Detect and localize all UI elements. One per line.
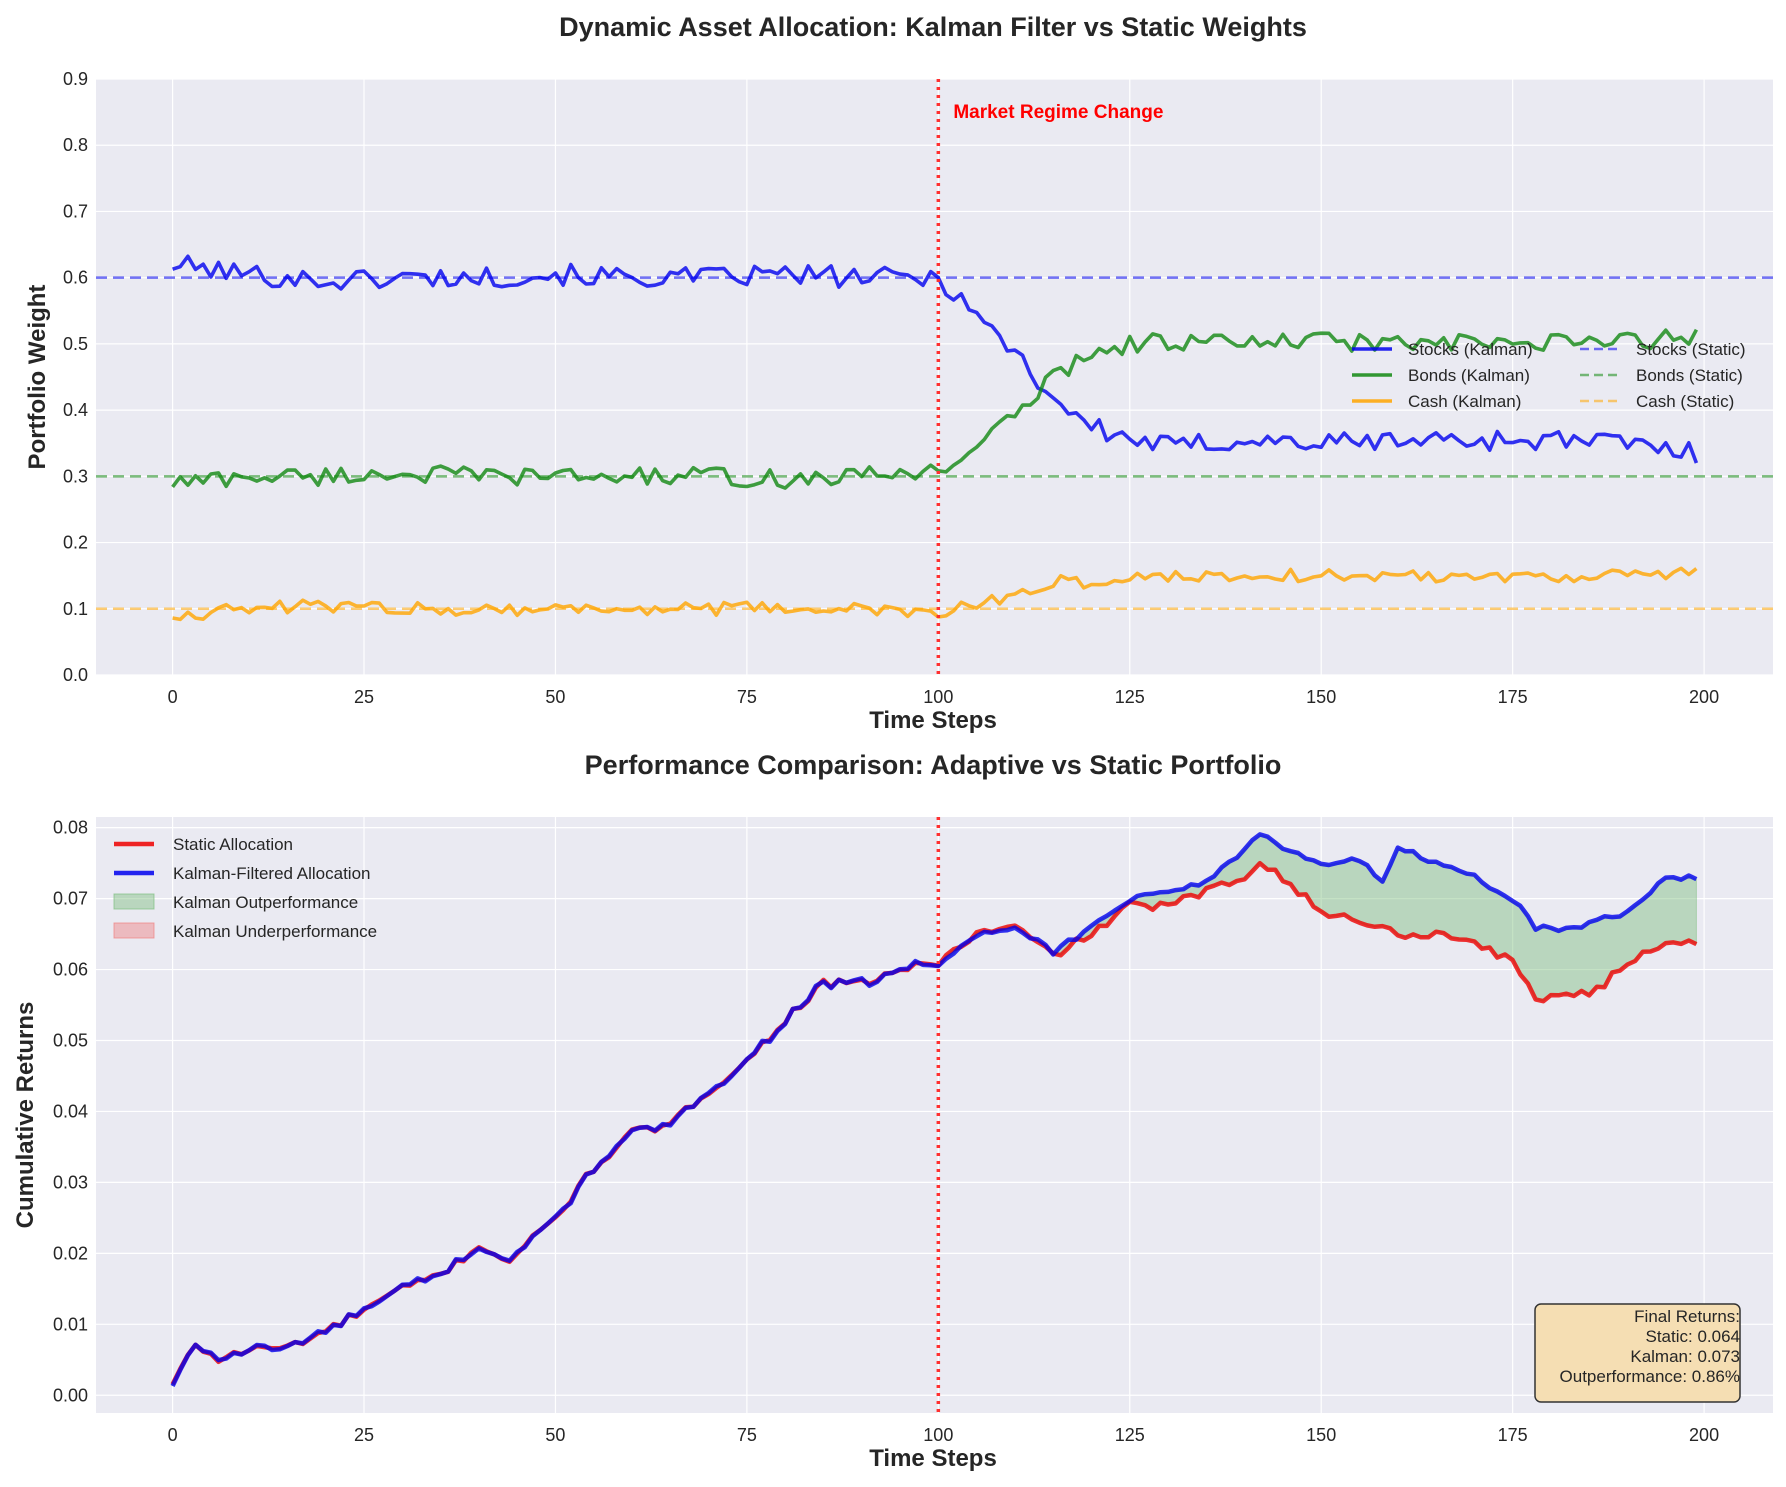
y-tick-label: 0.5 [63,334,88,354]
y-tick-label: 0.01 [53,1314,88,1334]
legend-swatch [113,893,155,910]
y-tick-label: 0.05 [53,1031,88,1051]
bottom-y-axis-label: Cumulative Returns [12,1002,39,1229]
y-tick-label: 0.07 [53,889,88,909]
legend-label: Kalman Underperformance [173,922,377,941]
regime-change-annotation: Market Regime Change [953,102,1163,123]
kalman-weight-line [172,566,1698,622]
kalman-weight-line [172,254,1699,464]
y-tick-label: 0.7 [63,201,88,221]
top-x-axis-label: Time Steps [869,707,997,734]
bottom-grid [96,817,1773,1413]
y-tick-label: 0.9 [63,69,88,89]
y-tick-label: 0.3 [63,466,88,486]
x-tick-label: 50 [545,1425,565,1445]
legend-label: Kalman-Filtered Allocation [173,864,370,883]
x-tick-label: 75 [737,687,757,707]
y-tick-label: 0.6 [63,268,88,288]
y-tick-label: 0.08 [53,818,88,838]
legend-label: Static Allocation [173,835,293,854]
y-tick-label: 0.04 [53,1101,88,1121]
bottom-y-ticks: 0.00 0.01 0.02 0.03 0.04 0.05 0.06 0.07 0.08 [53,818,88,1406]
y-tick-label: 0.06 [53,960,88,980]
y-tick-label: 0.03 [53,1172,88,1192]
legend-label: Stocks (Kalman) [1408,340,1533,359]
y-tick-label: 0.8 [63,135,88,155]
top-kalman-series [171,254,1699,622]
legend-label: Bonds (Kalman) [1408,366,1530,385]
legend-label: Kalman Outperformance [173,893,358,912]
bottom-x-ticks: 0 25 50 75 100 125 150 175 200 [168,1425,1720,1445]
stats-outperformance: Outperformance: 0.86% [1560,1367,1740,1386]
legend-label: Stocks (Static) [1636,340,1746,359]
stats-kalman: Kalman: 0.073 [1630,1347,1740,1366]
kalman-weight-line [171,328,1698,490]
x-tick-label: 100 [923,687,953,707]
bottom-plot-area [96,817,1773,1413]
x-tick-label: 25 [354,1425,374,1445]
bottom-legend: Static Allocation Kalman-Filtered Allocat… [113,835,377,941]
x-tick-label: 150 [1306,687,1336,707]
y-tick-label: 0.02 [53,1243,88,1263]
stats-static: Static: 0.064 [1645,1327,1740,1346]
top-x-ticks: 0 25 50 75 100 125 150 175 200 [168,687,1720,707]
x-tick-label: 200 [1689,1425,1719,1445]
stats-title: Final Returns: [1634,1307,1740,1326]
top-static-lines [96,276,1773,611]
y-tick-label: 0.1 [63,599,88,619]
bottom-chart-title: Performance Comparison: Adaptive vs Stat… [585,750,1282,780]
x-tick-label: 125 [1115,1425,1145,1445]
x-tick-label: 50 [545,687,565,707]
kalman-allocation-line [170,832,1698,1387]
final-returns-box: Final Returns: Static: 0.064 Kalman: 0.0… [1534,1303,1741,1403]
y-tick-label: 0.0 [63,665,88,685]
top-y-axis-label: Portfolio Weight [24,285,51,470]
x-tick-label: 25 [354,687,374,707]
final-returns-box-frame [1534,1303,1741,1403]
y-tick-label: 0.4 [63,400,88,420]
top-legend: Stocks (Kalman) Bonds (Kalman) Cash (Kalma… [1352,340,1746,411]
x-tick-label: 200 [1689,687,1719,707]
legend-label: Bonds (Static) [1636,366,1743,385]
x-tick-label: 175 [1498,1425,1528,1445]
x-tick-label: 100 [923,1425,953,1445]
x-tick-label: 75 [737,1425,757,1445]
x-tick-label: 175 [1498,687,1528,707]
legend-label: Cash (Static) [1636,392,1734,411]
legend-swatch [113,922,155,939]
top-y-ticks: 0.0 0.1 0.2 0.3 0.4 0.5 0.6 0.7 0.8 0.9 [63,69,88,685]
bottom-x-axis-label: Time Steps [869,1445,997,1472]
legend-label: Cash (Kalman) [1408,392,1521,411]
y-tick-label: 0.2 [63,533,88,553]
bottom-series [170,832,1698,1387]
top-chart-title: Dynamic Asset Allocation: Kalman Filter … [559,12,1307,42]
x-tick-label: 150 [1306,1425,1336,1445]
x-tick-label: 0 [168,1425,178,1445]
y-tick-label: 0.00 [53,1385,88,1405]
x-tick-label: 125 [1115,687,1145,707]
x-tick-label: 0 [168,687,178,707]
